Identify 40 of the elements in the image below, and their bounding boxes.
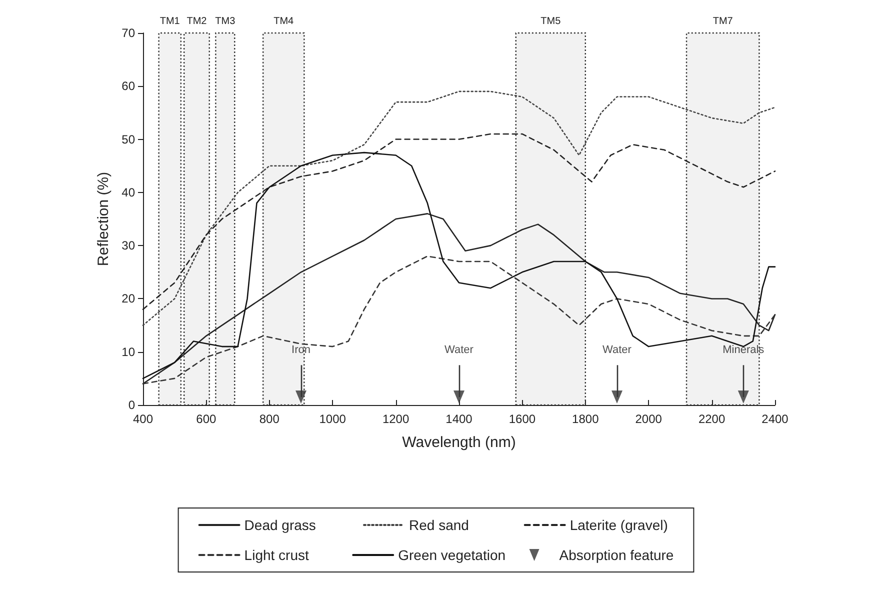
y-tick-label: 30	[122, 238, 136, 253]
legend-label: Laterite (gravel)	[570, 517, 672, 533]
annotation: Iron	[292, 344, 310, 356]
y-tick-label: 20	[122, 292, 136, 306]
x-tick-label: 2400	[762, 412, 789, 426]
band-label: TM2	[186, 16, 208, 27]
line-series	[142, 256, 776, 384]
legend-label: Absorption feature	[559, 547, 674, 563]
annotation: Water	[602, 344, 632, 356]
band-label: TM1	[160, 16, 180, 27]
x-tick-label: 1800	[572, 412, 600, 426]
x-tick-label: 1200	[382, 412, 410, 426]
y-tick-label: 50	[122, 132, 136, 146]
x-axis-title: Wavelength (nm)	[402, 434, 516, 451]
x-tick-label: 600	[196, 412, 217, 426]
y-tick-label: 0	[128, 398, 136, 412]
x-tick-label: 800	[259, 412, 280, 426]
x-tick-label: 400	[132, 412, 154, 426]
y-axis-title: Reflection (%)	[94, 172, 112, 266]
y-tick-label: 40	[122, 185, 136, 200]
annotation: Minerals	[722, 344, 765, 356]
band-label: TM3	[215, 16, 236, 27]
y-tick-label: 70	[122, 26, 136, 40]
y-tick-label: 60	[122, 79, 136, 94]
legend-label: Light crust	[244, 547, 336, 563]
legend-label: Red sand	[409, 517, 508, 533]
x-tick-label: 1600	[508, 412, 536, 426]
x-tick-label: 1000	[319, 412, 346, 426]
legend-label: Green vegetation	[398, 547, 514, 563]
band-label: TM7	[712, 16, 734, 27]
y-tick-label: 10	[122, 344, 136, 359]
band-label: TM4	[274, 16, 294, 27]
x-tick-label: 1400	[446, 412, 473, 426]
band-label: TM5	[540, 16, 562, 27]
line-series	[142, 90, 776, 326]
x-tick-label: 2200	[698, 412, 726, 426]
x-tick-label: 2000	[635, 412, 662, 426]
legend-label: Dead grass	[244, 517, 348, 533]
annotation: Water	[444, 344, 474, 356]
line-series	[142, 152, 776, 380]
